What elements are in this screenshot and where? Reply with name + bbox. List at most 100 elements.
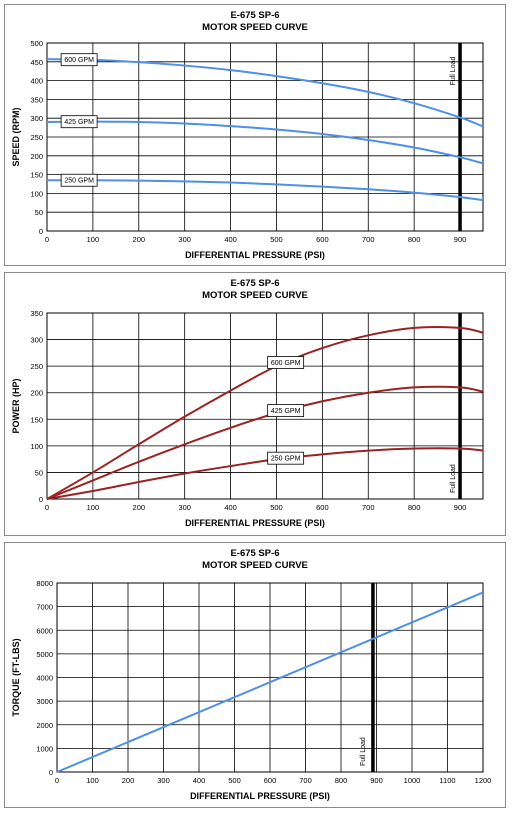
- series-line: [56, 591, 484, 773]
- y-tick-label: 200: [30, 389, 43, 398]
- full-load-label: Full Load: [450, 464, 457, 493]
- x-tick-label: 900: [454, 235, 467, 244]
- torque-chart-panel: E-675 SP-6 MOTOR SPEED CURVE 0 100 200 300 400…: [4, 542, 506, 808]
- plot-border: [46, 42, 484, 232]
- series-label: 250 GPM: [271, 456, 301, 463]
- y-tick-label: 1000: [36, 744, 53, 753]
- x-tick-label: 100: [87, 235, 100, 244]
- series-label-box: [60, 53, 98, 67]
- y-tick-label: 100: [30, 442, 43, 451]
- x-tick-label: 1100: [439, 776, 455, 785]
- y-tick-label: 150: [30, 171, 43, 180]
- chart-title: E-675 SP-6: [230, 548, 279, 559]
- x-tick-label: 200: [122, 776, 135, 785]
- y-axis-label: SPEED (RPM): [11, 107, 21, 166]
- series-label: 425 GPM: [271, 408, 301, 415]
- plot-border: [56, 582, 484, 773]
- x-tick-label: 700: [362, 503, 375, 512]
- x-tick-label: 600: [316, 235, 329, 244]
- series-label-box: [267, 451, 305, 465]
- x-axis-label: DIFFERENTIAL PRESSURE (PSI): [185, 518, 325, 528]
- x-tick-label: 1200: [475, 776, 492, 785]
- power-chart-panel: E-675 SP-6 MOTOR SPEED CURVE 0 100 200 300 400…: [4, 272, 506, 536]
- y-tick-label: 300: [30, 336, 43, 345]
- chart-title: E-675 SP-6: [230, 10, 279, 21]
- y-tick-label: 3000: [36, 697, 53, 706]
- x-tick-label: 300: [157, 776, 170, 785]
- series-line: [46, 179, 484, 202]
- y-tick-label: 350: [30, 95, 43, 104]
- y-tick-label: 0: [49, 768, 53, 777]
- series-label-box: [60, 173, 98, 187]
- x-tick-label: 800: [408, 235, 421, 244]
- y-tick-label: 250: [30, 133, 43, 142]
- y-tick-label: 7000: [36, 603, 53, 612]
- x-tick-label: 200: [133, 235, 146, 244]
- y-tick-label: 500: [30, 39, 43, 48]
- x-axis-label: DIFFERENTIAL PRESSURE (PSI): [190, 791, 330, 801]
- y-tick-label: 350: [30, 309, 43, 318]
- x-tick-label: 300: [178, 503, 191, 512]
- x-tick-label: 400: [224, 235, 237, 244]
- y-tick-label: 5000: [36, 650, 53, 659]
- y-tick-label: 200: [30, 152, 43, 161]
- y-tick-label: 450: [30, 58, 43, 67]
- chart-subtitle: MOTOR SPEED CURVE: [202, 290, 308, 301]
- y-tick-label: 150: [30, 415, 43, 424]
- x-tick-label: 0: [45, 235, 49, 244]
- x-tick-label: 600: [316, 503, 329, 512]
- series-line: [46, 120, 484, 165]
- y-tick-label: 300: [30, 114, 43, 123]
- x-tick-label: 900: [370, 776, 383, 785]
- x-tick-label: 400: [193, 776, 206, 785]
- y-tick-label: 8000: [36, 579, 53, 588]
- y-tick-label: 50: [35, 208, 43, 217]
- series-line: [46, 58, 484, 128]
- x-tick-label: 0: [45, 503, 49, 512]
- series-label: 425 GPM: [64, 119, 94, 126]
- y-axis-label: POWER (HP): [11, 378, 21, 433]
- speed-chart-panel: E-675 SP-6 MOTOR SPEED CURVE 0 100 200 300 400…: [4, 4, 506, 266]
- x-tick-label: 0: [55, 776, 59, 785]
- x-tick-label: 600: [264, 776, 277, 785]
- y-tick-label: 250: [30, 362, 43, 371]
- plot-border: [46, 312, 484, 500]
- y-tick-label: 2000: [36, 721, 53, 730]
- x-tick-label: 500: [270, 235, 283, 244]
- x-tick-label: 100: [86, 776, 99, 785]
- series-line: [46, 447, 484, 500]
- y-axis-label: TORQUE (FT-LBS): [11, 638, 21, 716]
- x-tick-label: 500: [270, 503, 283, 512]
- x-tick-label: 700: [362, 235, 375, 244]
- y-tick-label: 4000: [36, 674, 53, 683]
- series-label-box: [267, 356, 305, 369]
- y-tick-label: 50: [35, 468, 43, 477]
- y-tick-label: 100: [30, 189, 43, 198]
- chart-subtitle: MOTOR SPEED CURVE: [202, 560, 308, 571]
- x-tick-label: 500: [228, 776, 241, 785]
- series-label-box: [267, 404, 305, 417]
- full-load-label: Full Load: [450, 56, 457, 85]
- series-label: 600 GPM: [271, 360, 301, 367]
- series-label-box: [60, 115, 98, 129]
- y-tick-label: 0: [39, 495, 43, 504]
- full-load-label: Full Load: [360, 737, 367, 766]
- x-tick-label: 200: [133, 503, 146, 512]
- series-line: [46, 385, 484, 500]
- series-label: 600 GPM: [64, 57, 94, 64]
- x-tick-label: 400: [224, 503, 237, 512]
- x-axis-label: DIFFERENTIAL PRESSURE (PSI): [185, 250, 325, 260]
- x-tick-label: 300: [178, 235, 191, 244]
- x-tick-label: 800: [408, 503, 421, 512]
- x-tick-label: 700: [299, 776, 312, 785]
- chart-subtitle: MOTOR SPEED CURVE: [202, 22, 308, 33]
- x-tick-label: 900: [454, 503, 467, 512]
- y-tick-label: 0: [39, 227, 43, 236]
- chart-title: E-675 SP-6: [230, 278, 279, 289]
- series-label: 250 GPM: [64, 178, 94, 185]
- y-tick-label: 6000: [36, 626, 53, 635]
- y-tick-label: 400: [30, 77, 43, 86]
